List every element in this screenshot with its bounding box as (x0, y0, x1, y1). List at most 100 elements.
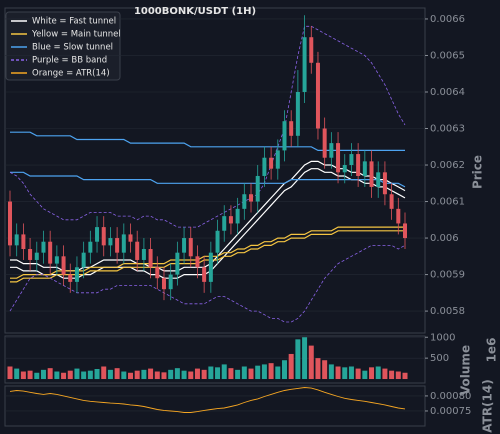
y-tick-label: 0.00075 (430, 406, 471, 417)
y-axis-label: Volume (459, 345, 473, 395)
volume-bar (114, 368, 120, 380)
volume-bar (342, 367, 348, 380)
candle-body (155, 267, 160, 279)
y-tick-label: 0.0065 (430, 50, 465, 61)
legend-label: White = Fast tunnel (32, 17, 116, 27)
volume-bar (134, 370, 140, 380)
volume-bar (389, 370, 395, 380)
volume-bar (168, 369, 174, 380)
candle-body (262, 157, 267, 176)
candle-body (202, 267, 207, 282)
volume-bar (201, 369, 207, 380)
candle-body (309, 37, 314, 63)
volume-bar (14, 368, 20, 380)
candle-body (295, 91, 300, 136)
candle-body (342, 165, 347, 173)
volume-bar (315, 358, 321, 380)
line (10, 168, 406, 279)
candle-body (21, 234, 26, 250)
legend-label: Purple = BB band (32, 56, 107, 66)
y-tick-label: 0.0059 (430, 270, 465, 281)
volume-bar (61, 372, 67, 380)
volume-bar (395, 371, 401, 380)
candle-body (28, 249, 33, 260)
volume-bar (67, 370, 73, 380)
line (10, 160, 406, 272)
candle-body (81, 252, 86, 268)
volume-bar (121, 371, 127, 380)
candle-body (108, 238, 113, 246)
candle-body (242, 194, 247, 209)
y-tick-label: 500 (430, 353, 449, 364)
volume-bar (308, 345, 314, 380)
line (9, 25, 406, 228)
candle-body (41, 241, 46, 253)
y-axis-label: Price (471, 155, 485, 189)
candle-body (369, 161, 374, 187)
volume-bar (94, 369, 100, 380)
candle-body (188, 238, 193, 257)
volume-bar (255, 365, 261, 380)
candle-body (148, 249, 153, 268)
volume-bar (81, 371, 87, 380)
candle-body (95, 227, 100, 242)
y-tick-label: 0.006 (430, 233, 459, 244)
candle-body (168, 274, 173, 290)
candle-body (315, 62, 320, 129)
candle-body (289, 121, 294, 136)
volume-bar (40, 369, 46, 380)
y-tick-label: 0.0062 (430, 160, 465, 171)
legend-label: Yellow = Main tunnel (31, 30, 121, 40)
y-tick-label: 0.00080 (430, 391, 471, 402)
candle-body (235, 208, 240, 224)
candle-body (362, 161, 367, 176)
volume-bar (268, 363, 274, 380)
volume-bar (27, 370, 33, 380)
candle-body (336, 143, 341, 173)
candle-body (121, 234, 126, 253)
y-tick-label: 1000 (430, 332, 455, 343)
volume-bar (382, 368, 388, 380)
volume-bar (188, 371, 194, 380)
candle-body (48, 241, 53, 264)
candle-body (356, 154, 361, 176)
candle-body (349, 154, 354, 166)
volume-bar (148, 368, 154, 380)
candle-body (34, 252, 39, 260)
volume-bar (362, 370, 368, 380)
candle-body (376, 172, 381, 187)
volume-bar (402, 372, 408, 380)
volume-bar (174, 368, 180, 380)
volume-bar (47, 368, 53, 380)
line (9, 244, 406, 323)
volume-bar (208, 366, 214, 380)
legend (5, 11, 121, 81)
candle-body (269, 157, 274, 169)
volume-bar (302, 337, 308, 380)
volume-bar (288, 353, 294, 380)
candle-body (215, 230, 220, 253)
volume-bar (7, 366, 13, 380)
candle-body (88, 241, 93, 253)
candle-body (135, 241, 140, 260)
line (10, 131, 405, 151)
candle-body (175, 252, 180, 275)
volume-panel (4, 335, 426, 384)
volume-bar (87, 370, 93, 380)
volume-bar (235, 369, 241, 380)
scale-label: 1e6 (485, 338, 499, 363)
candle-body (141, 249, 146, 260)
volume-bar (375, 366, 381, 380)
candle-body (182, 238, 187, 253)
volume-bar (328, 364, 334, 380)
candle-body (74, 267, 79, 282)
candle-body (255, 175, 260, 202)
candle-body (329, 143, 334, 158)
candle-body (161, 278, 166, 290)
volume-bar (154, 371, 160, 380)
y-tick-label: 0.0064 (430, 87, 465, 98)
volume-bar (74, 368, 80, 380)
volume-bar (248, 368, 254, 380)
candle-body (208, 252, 213, 282)
legend-label: Orange = ATR(14) (32, 69, 110, 79)
